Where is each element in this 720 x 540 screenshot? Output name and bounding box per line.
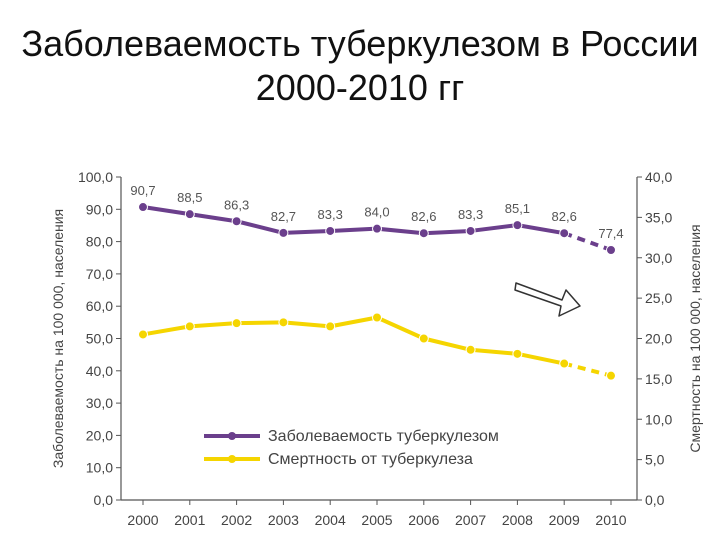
series-1-point bbox=[418, 333, 429, 344]
series-1-point bbox=[325, 321, 336, 332]
series-0-point bbox=[559, 228, 570, 239]
legend: Заболеваемость туберкулезом Смертность от… bbox=[204, 428, 499, 468]
data-label: 83,3 bbox=[458, 207, 483, 222]
x-tick-label: 2008 bbox=[502, 512, 533, 528]
y-tick-label-left: 40,0 bbox=[86, 363, 113, 379]
legend-label: Смертность от туберкулеза bbox=[268, 451, 473, 468]
y-tick-label-left: 10,0 bbox=[86, 460, 113, 476]
data-label: 86,3 bbox=[224, 197, 249, 212]
y-tick-label-left: 30,0 bbox=[86, 395, 113, 411]
y-tick-label-right: 35,0 bbox=[645, 209, 672, 225]
x-tick-label: 2005 bbox=[361, 512, 392, 528]
series-0-point bbox=[184, 209, 195, 220]
data-label: 82,6 bbox=[552, 209, 577, 224]
series-1-point bbox=[231, 318, 242, 329]
x-tick-label: 2009 bbox=[549, 512, 580, 528]
y-tick-label-right: 20,0 bbox=[645, 331, 672, 347]
series-line-dashed-1 bbox=[563, 361, 612, 378]
annotation-arrow bbox=[514, 282, 581, 317]
series-layer bbox=[138, 202, 616, 381]
series-0-point bbox=[418, 228, 429, 239]
data-label: 82,6 bbox=[411, 209, 436, 224]
y-axis-title-left: Заболеваемость на 100 000, населения bbox=[50, 209, 66, 468]
x-tick-label: 2007 bbox=[455, 512, 486, 528]
series-0-point bbox=[278, 227, 289, 238]
y-tick-label-right: 40,0 bbox=[645, 169, 672, 185]
series-1-point bbox=[184, 321, 195, 332]
y-tick-label-right: 15,0 bbox=[645, 371, 672, 387]
data-label: 90,7 bbox=[130, 183, 155, 198]
series-0-point bbox=[372, 223, 382, 234]
y-tick-label-right: 0,0 bbox=[645, 492, 665, 508]
y-tick-label-right: 5,0 bbox=[645, 452, 665, 468]
series-1-point bbox=[559, 358, 570, 369]
data-labels: 90,7 88,5 86,3 82,7 83,3 84,0 82,6 83,3 85,1 82,6… bbox=[130, 183, 623, 241]
series-line-1 bbox=[142, 315, 565, 366]
x-tick-label: 2006 bbox=[408, 512, 439, 528]
series-0-point bbox=[465, 225, 476, 236]
y-tick-label-right: 25,0 bbox=[645, 290, 672, 306]
series-1-point bbox=[372, 312, 382, 323]
x-tick-label: 2004 bbox=[315, 512, 346, 528]
series-1-point bbox=[606, 370, 616, 381]
data-label: 88,5 bbox=[177, 190, 202, 205]
series-0-point bbox=[231, 216, 242, 227]
series-0-point bbox=[325, 225, 336, 236]
y-tick-label-left: 0,0 bbox=[94, 492, 114, 508]
x-tick-label: 2002 bbox=[221, 512, 252, 528]
y-axis-title-right: Смертность на 100 000, населения bbox=[687, 224, 703, 452]
legend-marker bbox=[228, 455, 236, 463]
y-tick-label-left: 80,0 bbox=[86, 234, 113, 250]
series-0-point bbox=[512, 220, 523, 231]
series-0-point bbox=[138, 202, 148, 213]
data-label: 83,3 bbox=[318, 207, 343, 222]
series-1-point bbox=[465, 344, 476, 355]
series-line-0 bbox=[142, 205, 565, 236]
data-label: 82,7 bbox=[271, 209, 296, 224]
series-1-point bbox=[138, 329, 148, 340]
x-tick-label: 2003 bbox=[268, 512, 299, 528]
y-tick-label-left: 90,0 bbox=[86, 201, 113, 217]
y-tick-label-left: 100,0 bbox=[78, 169, 113, 185]
y-tick-label-left: 20,0 bbox=[86, 427, 113, 443]
series-1-point bbox=[512, 348, 523, 359]
data-label: 84,0 bbox=[364, 205, 389, 220]
x-tick-label: 2001 bbox=[174, 512, 205, 528]
x-tick-label: 2010 bbox=[595, 512, 626, 528]
data-label: 77,4 bbox=[598, 226, 623, 241]
y-tick-label-right: 10,0 bbox=[645, 411, 672, 427]
y-tick-label-left: 70,0 bbox=[86, 266, 113, 282]
axes: 0,0 10,0 20,0 30,0 40,0 50,0 60,0 70,0 80,0 90,0 1… bbox=[50, 169, 703, 528]
x-tick-label: 2000 bbox=[127, 512, 158, 528]
legend-marker bbox=[228, 432, 236, 440]
series-0-point bbox=[606, 244, 616, 255]
series-1-point bbox=[278, 317, 289, 328]
y-tick-label-right: 30,0 bbox=[645, 250, 672, 266]
legend-label: Заболеваемость туберкулезом bbox=[268, 428, 499, 445]
y-tick-label-left: 60,0 bbox=[86, 298, 113, 314]
data-label: 85,1 bbox=[505, 201, 530, 216]
slide-title: Заболеваемость туберкулезом в России 200… bbox=[21, 23, 699, 108]
y-tick-label-left: 50,0 bbox=[86, 331, 113, 347]
